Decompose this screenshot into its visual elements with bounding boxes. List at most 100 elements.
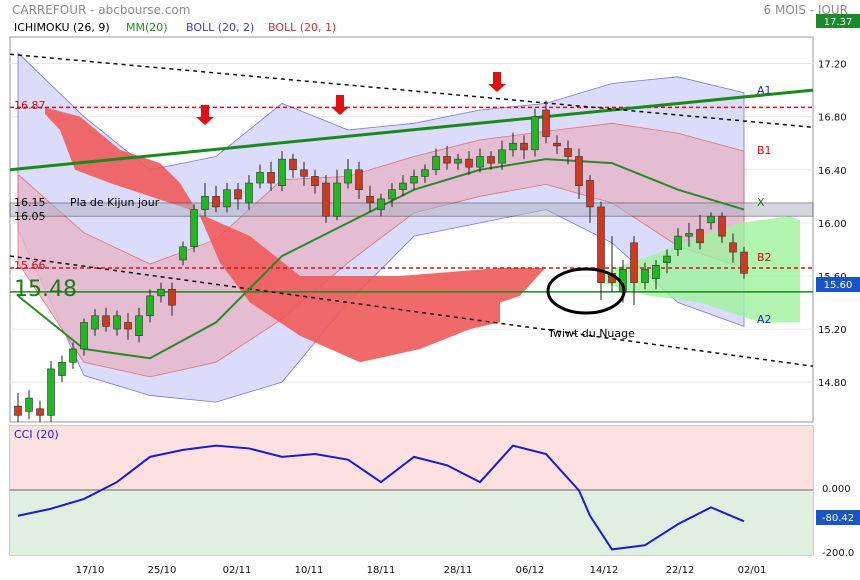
candle-body <box>278 158 286 186</box>
candle-body <box>674 235 682 250</box>
x-tick-label: 28/11 <box>444 565 473 576</box>
candle-body <box>377 198 385 210</box>
candle-body <box>432 156 440 171</box>
ichimoku-cloud <box>45 107 800 363</box>
x-tick-label: 22/12 <box>666 565 695 576</box>
trendline-dashed-upper <box>9 53 814 129</box>
candle-body <box>630 242 638 283</box>
chart-title: CARREFOUR - abcbourse.com <box>12 3 190 17</box>
cci-tick-neg200: -200.0 <box>822 548 854 559</box>
label-a1: A1 <box>757 84 772 97</box>
candle-body <box>597 206 605 283</box>
candle-body <box>388 189 396 200</box>
candle-body <box>696 229 704 244</box>
last-price-box <box>816 277 860 292</box>
candle-body <box>234 189 242 200</box>
price-tick-label: 16.80 <box>818 113 847 124</box>
candle-body <box>91 315 99 330</box>
kijun-zone <box>9 202 814 217</box>
indicator-boll-1: BOLL (20, 1) <box>268 21 336 34</box>
kumo-red-area <box>45 107 545 363</box>
candle-body <box>201 196 209 210</box>
level-label-1548: 15.48 <box>14 277 77 302</box>
x-tick-label: 02/11 <box>223 565 252 576</box>
candle-body <box>355 169 363 190</box>
cci-lower-zone <box>10 490 813 555</box>
indicator-ichimoku: ICHIMOKU (26, 9) <box>14 21 110 34</box>
candle-body <box>113 315 121 330</box>
twist-label: Twiwt du Nuage <box>547 327 635 340</box>
candle-body <box>564 148 572 157</box>
candle-body <box>36 408 44 416</box>
candle-body <box>443 156 451 164</box>
candle-body <box>124 322 132 330</box>
price-tick-label: 16.40 <box>818 166 847 177</box>
candle-body <box>421 169 429 177</box>
trendline-green <box>9 88 814 172</box>
cci-line-group <box>17 444 745 551</box>
x-tick-label: 14/12 <box>590 565 619 576</box>
kumo-green-area <box>600 216 800 323</box>
x-axis: 17/10 25/10 02/11 10/11 18/11 28/11 06/12 14/12… <box>76 565 767 576</box>
candle-body <box>399 182 407 190</box>
candle-body <box>190 209 198 248</box>
candle-body <box>135 315 143 337</box>
top-value-box <box>816 14 860 28</box>
candle-body <box>641 269 649 283</box>
candle-body <box>80 322 88 350</box>
candle-body <box>47 368 55 416</box>
x-tick-label: 25/10 <box>148 565 177 576</box>
level-label-1566: 15.66 <box>14 259 46 272</box>
candle-body <box>58 361 66 376</box>
level-label-1615: 16.15 <box>14 196 46 209</box>
signal-arrows <box>196 72 506 125</box>
candle-body <box>289 158 297 171</box>
candle-body <box>146 295 154 317</box>
candle-body <box>366 196 374 204</box>
candle-body <box>729 242 737 253</box>
candle-body <box>718 215 726 237</box>
reference-lines <box>9 106 814 293</box>
top-value: 17.37 <box>824 17 853 28</box>
candle-body <box>663 255 671 263</box>
candle-body <box>300 169 308 177</box>
candle-body <box>509 142 517 151</box>
last-price: 15.60 <box>824 280 853 291</box>
trend-lines <box>9 53 814 367</box>
level-label-1605: 16.05 <box>14 210 46 223</box>
label-a2: A2 <box>757 313 772 326</box>
candle-body <box>333 182 341 217</box>
x-tick-label: 02/01 <box>738 565 767 576</box>
candle-body <box>322 182 330 217</box>
price-tick-label: 14.80 <box>818 378 847 389</box>
candle-body <box>212 196 220 208</box>
label-x: X <box>757 196 765 209</box>
x-tick-label: 18/11 <box>367 565 396 576</box>
candle-body <box>476 156 484 168</box>
candle-body <box>520 142 528 151</box>
candle-body <box>311 176 319 186</box>
red-down-arrow <box>488 72 506 92</box>
candle-body <box>223 189 231 208</box>
x-tick-label: 17/10 <box>76 565 105 576</box>
x-tick-label: 10/11 <box>295 565 324 576</box>
candle-body <box>256 172 264 184</box>
candle-body <box>25 397 33 412</box>
level-label-1687: 16.87 <box>14 99 46 112</box>
chart-period: 6 MOIS - JOUR <box>764 3 848 17</box>
cci-line <box>17 444 745 551</box>
cci-tick-0: 0.000 <box>822 484 851 495</box>
candle-body <box>465 158 473 168</box>
cci-last-box <box>816 510 860 525</box>
candle-body <box>487 156 495 164</box>
candle-body <box>586 180 594 208</box>
candle-body <box>740 251 748 274</box>
x-tick-label: 06/12 <box>516 565 545 576</box>
candle-body <box>245 182 253 204</box>
price-tick-label: 17.20 <box>818 60 847 71</box>
red-down-arrow <box>196 105 214 125</box>
trendline-dashed-lower <box>9 255 814 367</box>
candle-body <box>102 315 110 327</box>
